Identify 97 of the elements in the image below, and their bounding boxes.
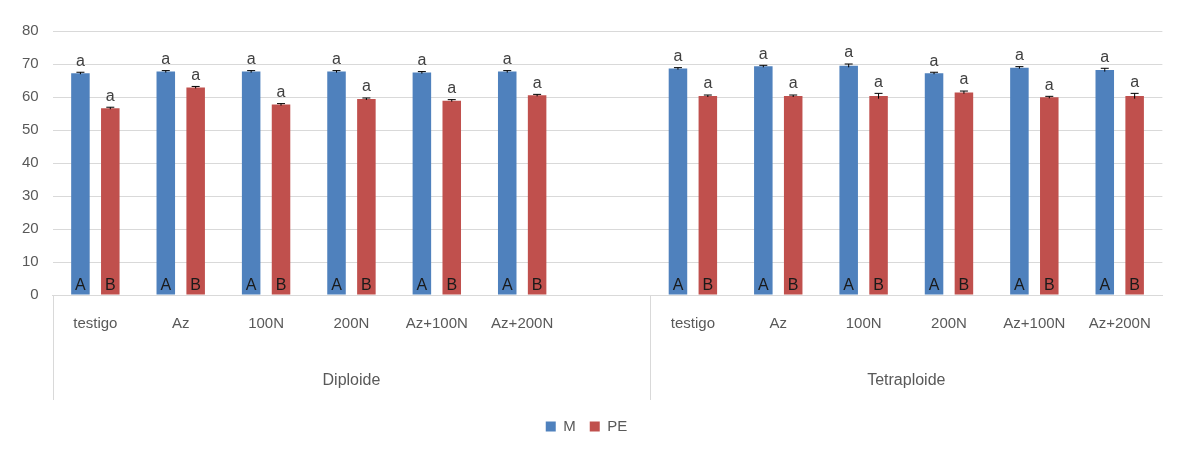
bar	[101, 108, 120, 295]
y-tick-label: 20	[22, 219, 39, 237]
bar	[783, 96, 803, 295]
annotation: B	[787, 276, 799, 294]
annotation: A	[1099, 276, 1111, 294]
data-label: a	[161, 50, 171, 68]
annotation: B	[958, 276, 970, 294]
y-tick-label: 0	[30, 285, 39, 303]
bar	[241, 71, 261, 295]
x-tick-label: 100N	[248, 314, 285, 332]
annotation: B	[361, 276, 372, 294]
annotation: B	[702, 276, 714, 294]
data-label: a	[332, 50, 342, 68]
annotation: B	[1129, 276, 1140, 294]
x-tick-label: Az	[171, 314, 190, 332]
data-label: a	[1014, 46, 1024, 64]
data-label: a	[75, 51, 85, 69]
x-tick-label: Az	[769, 314, 788, 332]
annotation: B	[531, 276, 543, 294]
bar	[754, 66, 773, 295]
y-tick-label: 70	[22, 54, 39, 72]
annotation: B	[446, 276, 458, 294]
data-label: a	[673, 47, 683, 65]
bar	[497, 71, 517, 295]
x-tick-label: 200N	[931, 314, 967, 332]
bar	[668, 68, 688, 295]
annotation: B	[1043, 276, 1055, 294]
data-label: a	[929, 51, 939, 69]
x-tick-label: Az+200N	[1088, 314, 1151, 332]
text: Tetraploide	[867, 371, 946, 389]
x-tick-label: testigo	[670, 314, 715, 332]
data-label: a	[361, 77, 371, 95]
data-label: a	[532, 73, 542, 91]
annotation: B	[104, 276, 116, 294]
x-tick-label: Az+100N	[405, 314, 468, 332]
x-tick-label: Az+100N	[1003, 314, 1066, 332]
data-label: a	[1130, 72, 1140, 90]
bar	[954, 92, 974, 295]
annotation: A	[843, 276, 855, 294]
legend-label: PE	[607, 416, 628, 434]
annotation: A	[160, 276, 172, 294]
annotation: A	[1014, 276, 1026, 294]
annotation: A	[501, 276, 513, 294]
annotation: B	[190, 276, 201, 294]
annotation: A	[245, 276, 257, 294]
annotation: A	[331, 276, 343, 294]
bar	[924, 73, 944, 295]
bar	[186, 87, 205, 295]
data-label: a	[417, 51, 427, 68]
bar	[327, 71, 346, 295]
bar	[1125, 96, 1144, 295]
bar	[1040, 97, 1059, 295]
annotation: A	[416, 276, 428, 294]
data-label: a	[276, 83, 286, 101]
data-label: a	[788, 74, 798, 92]
bar	[527, 95, 547, 295]
bar	[271, 104, 291, 295]
bar	[357, 98, 376, 295]
x-tick-label: 100N	[845, 314, 882, 332]
annotation: A	[672, 276, 684, 294]
data-label: a	[246, 50, 256, 68]
data-label: a	[874, 72, 884, 90]
text: Diploide	[322, 371, 381, 389]
data-label: a	[502, 50, 512, 68]
data-label: a	[703, 74, 713, 92]
legend-label: M	[563, 416, 576, 434]
y-tick-label: 30	[22, 186, 39, 204]
bar	[156, 71, 176, 295]
y-tick-label: 60	[22, 87, 39, 105]
data-label: a	[1044, 75, 1054, 93]
data-label: a	[758, 44, 768, 62]
y-tick-label: 10	[22, 252, 39, 270]
annotation: B	[275, 276, 287, 294]
bar	[71, 73, 90, 295]
annotation: A	[757, 276, 769, 294]
bar	[839, 65, 858, 295]
bar	[698, 96, 718, 295]
data-label: a	[844, 43, 854, 61]
bar	[442, 100, 462, 295]
data-label: a	[105, 86, 115, 104]
annotation: A	[928, 276, 940, 294]
y-tick-label: 40	[22, 153, 39, 171]
x-tick-label: 200N	[333, 314, 370, 332]
x-tick-label: Az+200N	[491, 314, 554, 332]
data-label: a	[191, 65, 201, 83]
annotation: A	[75, 276, 87, 294]
data-label: a	[959, 70, 969, 88]
data-label: a	[447, 79, 457, 97]
y-tick-label: 50	[22, 120, 39, 138]
annotation: B	[873, 276, 884, 294]
bar	[1095, 69, 1115, 295]
data-label: a	[1100, 47, 1110, 65]
bar	[1010, 67, 1029, 295]
y-tick-label: 80	[22, 21, 39, 39]
bar	[869, 96, 888, 295]
x-tick-label: testigo	[73, 314, 118, 332]
bar	[412, 72, 432, 295]
